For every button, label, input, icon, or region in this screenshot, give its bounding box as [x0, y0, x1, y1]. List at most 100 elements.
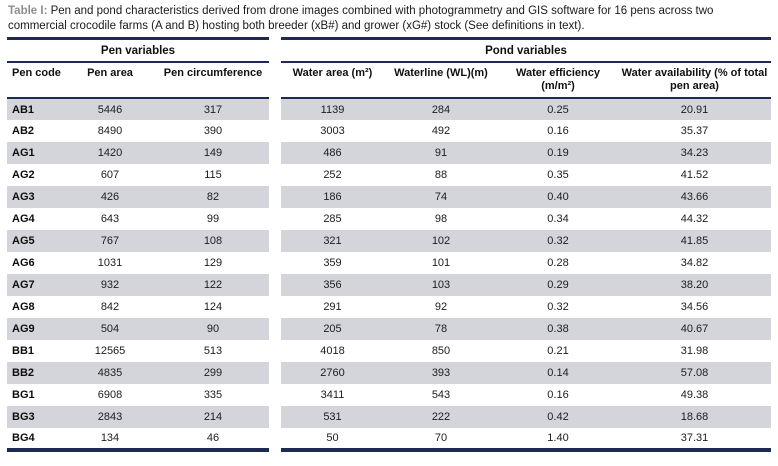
cell-water-efficiency: 0.40	[498, 186, 618, 208]
cell-water-area: 1139	[281, 98, 384, 120]
cell-waterline: 393	[384, 362, 498, 384]
table-row: BB2 4835 299 2760 393 0.14 57.08	[7, 362, 771, 384]
cell-waterline: 88	[434, 169, 448, 181]
cell-pen-circumference: 129	[203, 257, 223, 269]
cell-gap-spacer	[269, 296, 281, 318]
cell-pen-circumference: 124	[203, 301, 223, 313]
cell-water-efficiency: 0.16	[547, 125, 569, 137]
cell-water-area: 252	[323, 169, 342, 181]
cell-waterline: 543	[431, 389, 451, 401]
table-caption-text: Pen and pond characteristics derived fro…	[8, 5, 714, 32]
col-header-pen-code: Pen code	[7, 62, 63, 99]
cell-pen-code: AG6	[12, 257, 35, 269]
cell-waterline: 74	[384, 186, 498, 208]
cell-gap-spacer	[269, 318, 281, 340]
cell-gap-spacer	[269, 340, 281, 362]
cell-pen-code: AB2	[12, 125, 35, 137]
cell-water-area: 3003	[320, 125, 345, 137]
cell-waterline: 492	[431, 125, 451, 137]
cell-pen-area: 426	[63, 186, 157, 208]
table-row: AG2 607 115 252 88 0.35 41.52	[7, 164, 771, 186]
cell-pen-circumference: 108	[157, 230, 269, 252]
table-caption: Table I: Pen and pond characteristics de…	[0, 0, 778, 37]
cell-gap-spacer	[269, 406, 281, 428]
cell-pen-area: 4835	[63, 362, 157, 384]
table-row: AG8 842 124 291 92 0.32 34.56	[7, 296, 771, 318]
cell-pen-code: AG5	[7, 230, 63, 252]
cell-gap-spacer	[269, 428, 281, 450]
cell-water-availability: 57.08	[618, 362, 771, 384]
cell-water-efficiency: 0.14	[498, 362, 618, 384]
cell-water-area: 291	[323, 301, 342, 313]
cell-water-area: 3411	[320, 389, 345, 401]
cell-waterline: 70	[384, 428, 498, 452]
cell-pen-area: 842	[100, 301, 120, 313]
cell-waterline: 78	[384, 318, 498, 340]
col-header-water-availability: Water availability (% of total pen area)	[618, 62, 771, 99]
col-header-water-efficiency: Water efficiency (m/m²)	[498, 62, 618, 99]
cell-pen-area: 1420	[63, 142, 157, 164]
cell-water-area: 50	[281, 428, 384, 452]
cell-pen-code: AG2	[12, 169, 35, 181]
cell-pen-circumference: 122	[157, 274, 269, 296]
cell-pen-code: AB1	[7, 98, 63, 120]
cell-pen-area: 767	[63, 230, 157, 252]
group-header-pond-variables: Pond variables	[281, 37, 771, 63]
cell-pen-area: 643	[100, 213, 120, 225]
cell-water-availability: 34.23	[618, 142, 771, 164]
cell-gap-spacer	[269, 230, 281, 252]
cell-waterline: 102	[384, 230, 498, 252]
table-row: BG4 134 46 50 70 1.40 37.31	[7, 428, 771, 452]
table-row: AG7 932 122 356 103 0.29 38.20	[7, 274, 771, 296]
col-header-waterline: Waterline (WL)(m)	[384, 62, 498, 99]
table-row: AG5 767 108 321 102 0.32 41.85	[7, 230, 771, 252]
cell-water-efficiency: 0.19	[498, 142, 618, 164]
table-row: AG3 426 82 186 74 0.40 43.66	[7, 186, 771, 208]
cell-water-efficiency: 0.21	[547, 345, 569, 357]
cell-water-availability: 37.31	[618, 428, 771, 452]
cell-water-area: 285	[323, 213, 342, 225]
cell-water-area: 359	[323, 257, 342, 269]
cell-pen-circumference: 390	[203, 125, 223, 137]
cell-gap-spacer	[269, 120, 281, 142]
cell-water-availability: 34.82	[680, 257, 709, 269]
cell-pen-circumference: 299	[157, 362, 269, 384]
cell-pen-circumference: 82	[157, 186, 269, 208]
cell-water-availability: 40.67	[618, 318, 771, 340]
cell-pen-area: 8490	[97, 125, 123, 137]
cell-pen-code: AG7	[7, 274, 63, 296]
table-row: AG4 643 99 285 98 0.34 44.32	[7, 208, 771, 230]
cell-water-efficiency: 0.16	[547, 389, 569, 401]
cell-gap-spacer	[269, 98, 281, 120]
cell-pen-circumference: 99	[206, 213, 220, 225]
group-header-row: Pen variables Pond variables	[7, 37, 771, 63]
cell-pen-area: 12565	[94, 345, 126, 357]
cell-gap-spacer	[269, 164, 281, 186]
cell-pen-code: AG3	[7, 186, 63, 208]
table-row: BG1 6908 335 3411 543 0.16 49.38	[7, 384, 771, 406]
cell-gap-spacer	[269, 186, 281, 208]
cell-water-efficiency: 0.34	[547, 213, 569, 225]
table-head: Pen variables Pond variables Pen code Pe…	[7, 37, 771, 99]
table-caption-label: Table I:	[8, 5, 48, 17]
cell-waterline: 222	[384, 406, 498, 428]
cell-pen-area: 5446	[63, 98, 157, 120]
cell-water-area: 531	[281, 406, 384, 428]
pen-pond-table: Pen variables Pond variables Pen code Pe…	[7, 37, 771, 452]
cell-pen-circumference: 335	[203, 389, 223, 401]
table-row: AG1 1420 149 486 91 0.19 34.23	[7, 142, 771, 164]
cell-water-efficiency: 0.42	[498, 406, 618, 428]
table-row: AB1 5446 317 1139 284 0.25 20.91	[7, 98, 771, 120]
col-header-pen-area: Pen area	[63, 62, 157, 99]
cell-water-efficiency: 0.32	[547, 301, 569, 313]
cell-water-area: 186	[281, 186, 384, 208]
cell-water-availability: 31.98	[680, 345, 709, 357]
cell-pen-code: BB2	[7, 362, 63, 384]
table-row: BB1 12565 513 4018 850 0.21 31.98	[7, 340, 771, 362]
cell-water-efficiency: 0.38	[498, 318, 618, 340]
cell-water-area: 4018	[320, 345, 345, 357]
cell-pen-circumference: 214	[157, 406, 269, 428]
cell-water-availability: 41.52	[680, 169, 709, 181]
cell-water-efficiency: 0.25	[498, 98, 618, 120]
cell-water-availability: 44.32	[680, 213, 709, 225]
